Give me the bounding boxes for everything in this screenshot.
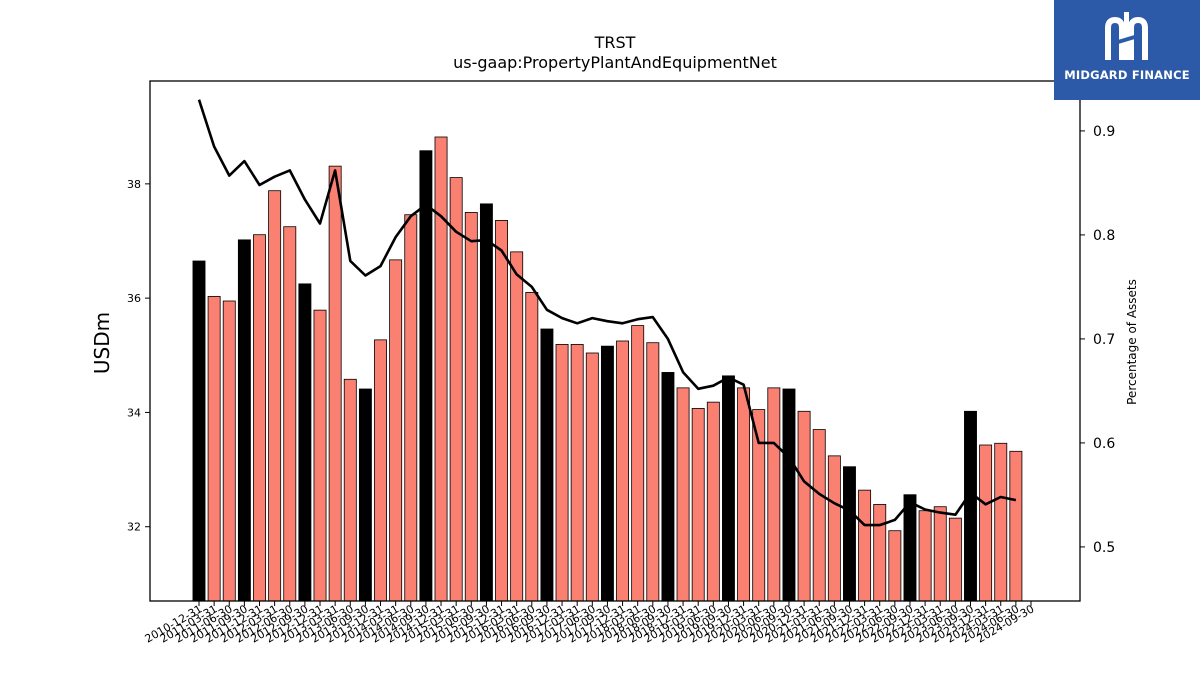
y-tick-label: 36 [127,292,141,305]
brand-logo: MIDGARD FINANCE [1054,0,1200,100]
bar-2019-03-31 [691,408,705,602]
y-tick-label: 38 [127,178,141,191]
y2-tick-label: 0.8 [1093,228,1115,244]
y2-tick-label: 0.6 [1093,436,1115,452]
chart-title: TRST [594,33,636,52]
bar-2014-03-31 [389,259,403,602]
mf-monogram-icon [1105,12,1148,60]
bar-2012-09-30 [298,283,312,602]
bar-2020-09-30 [782,388,796,602]
bar-2014-12-31 [434,136,448,602]
bar-2016-06-30 [525,292,539,602]
bar-2020-06-30 [767,387,781,602]
y2-tick-label: 0.5 [1093,540,1115,556]
bar-2014-06-30 [404,214,418,602]
bar-2016-12-31 [555,344,569,602]
bar-2013-12-31 [374,339,387,602]
bar-2016-09-30 [540,328,554,602]
bar-2012-12-31 [313,309,327,602]
bar-2021-09-30 [843,466,856,602]
bar-2018-03-31 [631,325,645,602]
bar-2021-12-31 [858,489,872,602]
bar-2023-03-31 [933,506,947,602]
bar-2017-03-31 [570,344,584,602]
plot-frame [149,80,1081,602]
bar-2011-09-30 [237,239,251,602]
bar-2012-06-30 [283,226,297,602]
y2-tick-label: 0.7 [1093,332,1115,348]
bar-2019-06-30 [706,401,720,602]
bar-2017-09-30 [600,345,614,602]
bar-2023-12-31 [979,444,993,602]
bar-2013-06-30 [343,378,357,602]
bar-2023-09-30 [964,410,977,602]
bar-2013-03-31 [328,165,342,602]
bar-2022-09-30 [903,494,917,602]
bar-2014-09-30 [419,150,433,602]
bar-2017-06-30 [585,352,599,602]
bar-2011-12-31 [253,234,266,602]
bar-2011-03-31 [207,296,221,602]
bar-2021-03-31 [812,429,826,602]
bar-2017-12-31 [616,340,630,602]
percentage-line [197,99,1017,527]
bar-2020-12-31 [797,410,811,602]
bar-2012-03-31 [268,190,282,602]
line-series [197,99,1017,527]
bar-2015-06-30 [464,212,478,602]
y-tick-label: 32 [127,521,141,534]
chart-subtitle: us-gaap:PropertyPlantAndEquipmentNet [453,53,777,72]
bar-2023-06-30 [948,517,962,602]
y2-tick-label: 0.9 [1093,124,1115,140]
bar-2016-03-31 [510,251,524,602]
bar-2018-06-30 [646,342,660,602]
bar-2018-12-31 [676,387,690,602]
bar-2022-12-31 [918,510,932,602]
bar-2013-09-30 [358,388,372,602]
bar-2022-06-30 [888,530,902,602]
y2-axis-label: Percentage of Assets [1125,279,1139,405]
bar-2021-06-30 [827,455,841,602]
bar-2011-06-30 [222,300,236,602]
bar-2010-12-31 [192,260,206,602]
bar-2015-03-31 [449,177,463,602]
brand-logo-text: MIDGARD FINANCE [1064,68,1190,82]
y-tick-label: 34 [127,406,141,419]
bar-2015-12-31 [495,220,508,602]
bar-series [192,136,1023,602]
bar-2018-09-30 [661,372,675,602]
bar-2024-03-31 [994,442,1008,602]
bar-2022-03-31 [873,504,887,602]
y-axis-label: USDm [90,312,114,374]
bar-2019-09-30 [722,375,735,602]
bar-2019-12-31 [737,387,751,602]
bar-2015-09-30 [479,203,493,602]
bar-2024-06-30 [1009,450,1023,602]
